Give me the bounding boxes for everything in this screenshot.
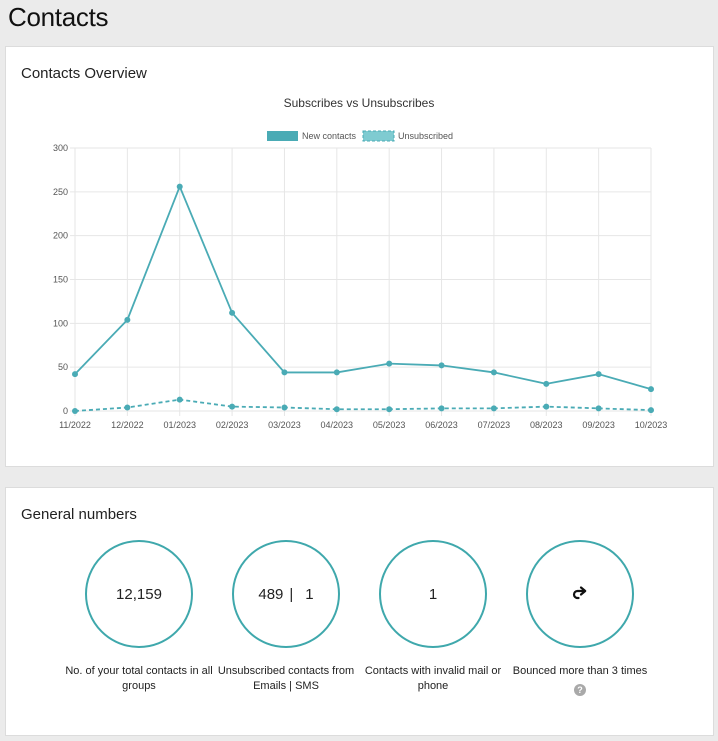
data-point	[176, 396, 183, 403]
x-tick-label: 06/2023	[425, 420, 458, 430]
contacts-overview-card: Contacts Overview Subscribes vs Unsubscr…	[5, 46, 714, 467]
x-tick-label: 10/2023	[635, 420, 668, 430]
data-point	[543, 380, 550, 387]
data-point	[595, 405, 602, 412]
y-tick-label: 100	[53, 318, 68, 328]
x-tick-label: 01/2023	[163, 420, 196, 430]
general-numbers-title: General numbers	[21, 506, 137, 523]
data-point	[333, 369, 340, 376]
data-point	[281, 404, 288, 411]
legend-swatch	[267, 131, 298, 141]
stat-circle[interactable]	[526, 540, 634, 648]
stat-circle: 12,159	[85, 540, 193, 648]
stat-circle: 489 | 1	[232, 540, 340, 648]
data-point	[648, 386, 654, 393]
legend-label: Unsubscribed	[398, 131, 453, 141]
data-point	[176, 183, 183, 190]
stat-label: Contacts with invalid mail or phone	[364, 665, 502, 692]
legend-swatch	[362, 130, 395, 142]
stat-separator: |	[289, 585, 294, 603]
stat-label: Unsubscribed contacts from Emails | SMS	[217, 665, 355, 692]
stat-circle: 1	[379, 540, 487, 648]
series-line	[74, 184, 652, 390]
data-point	[543, 403, 550, 410]
data-point	[72, 408, 78, 414]
data-point	[229, 403, 236, 410]
data-point	[333, 406, 340, 413]
data-point	[438, 405, 445, 412]
x-tick-label: 05/2023	[373, 420, 406, 430]
x-tick-label: 07/2023	[478, 420, 511, 430]
data-point	[229, 309, 236, 316]
stat-label: Bounced more than 3 times	[512, 665, 648, 677]
stat-unsubscribed: 489 | 1 Unsubscribed contacts from Email…	[211, 540, 361, 694]
stat-value-sms: 1	[305, 585, 314, 603]
x-tick-label: 04/2023	[321, 420, 354, 430]
y-tick-label: 0	[63, 406, 68, 416]
stat-total-contacts: 12,159 No. of your total contacts in all…	[64, 540, 214, 694]
data-point	[490, 369, 497, 376]
help-icon[interactable]: ?	[574, 684, 586, 696]
x-tick-label: 08/2023	[530, 420, 563, 430]
data-point	[386, 360, 393, 367]
y-tick-label: 250	[53, 187, 68, 197]
y-tick-label: 50	[58, 362, 68, 372]
series-line	[74, 398, 652, 412]
x-tick-label: 02/2023	[216, 420, 249, 430]
chart-title: Subscribes vs Unsubscribes	[284, 96, 435, 110]
data-point	[490, 405, 497, 412]
stat-invalid-contacts: 1 Contacts with invalid mail or phone	[358, 540, 508, 694]
stat-value: 12,159	[116, 585, 162, 603]
data-point	[72, 371, 78, 378]
data-point	[281, 369, 288, 376]
y-tick-label: 200	[53, 231, 68, 241]
contacts-overview-title: Contacts Overview	[21, 65, 147, 82]
y-tick-label: 150	[53, 275, 68, 285]
stat-value: 1	[428, 585, 438, 603]
x-tick-label: 03/2023	[268, 420, 301, 430]
stat-value-emails: 489	[258, 585, 284, 603]
y-tick-label: 300	[53, 143, 68, 153]
data-point	[648, 407, 654, 414]
redo-arrow-icon[interactable]	[571, 585, 589, 603]
general-numbers-card: General numbers 12,159 No. of your total…	[5, 487, 714, 736]
page-title: Contacts	[8, 2, 109, 32]
x-tick-label: 11/2022	[59, 420, 91, 430]
stat-bounced: Bounced more than 3 times ?	[505, 540, 655, 698]
data-point	[438, 362, 445, 369]
legend-label: New contacts	[302, 131, 357, 141]
data-point	[595, 371, 602, 378]
subscribes-chart: Subscribes vs Unsubscribes New contacts Un…	[53, 96, 668, 430]
x-tick-label: 12/2022	[111, 420, 144, 430]
data-point	[124, 316, 131, 323]
x-tick-label: 09/2023	[582, 420, 615, 430]
data-point	[124, 404, 131, 411]
stat-label: No. of your total contacts in all groups	[65, 665, 213, 692]
data-point	[386, 406, 393, 413]
